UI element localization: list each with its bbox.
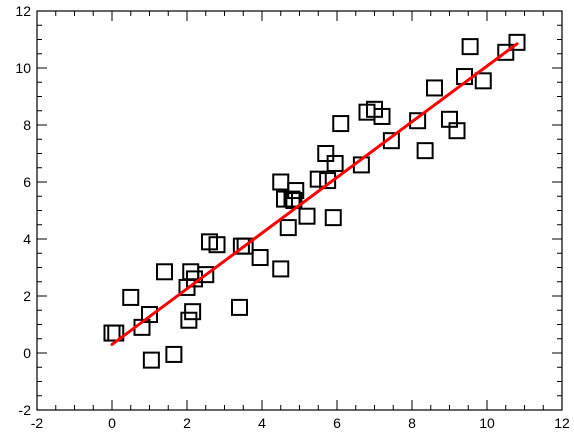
data-point [272, 260, 290, 278]
data-point [373, 107, 391, 125]
data-point [508, 33, 526, 51]
data-point [231, 298, 248, 316]
y-tick-label: 0 [23, 345, 31, 361]
data-point [426, 79, 443, 97]
data-point [142, 351, 160, 369]
x-tick-label: 6 [333, 415, 341, 431]
data-point [298, 207, 316, 225]
data-point [184, 303, 202, 321]
data-point [324, 209, 342, 227]
y-tick-label: 4 [23, 231, 31, 247]
data-point [165, 345, 183, 363]
y-tick-label: 10 [15, 60, 31, 76]
data-point [208, 236, 226, 254]
data-point [197, 266, 215, 284]
data-point [409, 112, 427, 130]
y-tick-label: 12 [15, 3, 31, 19]
data-point [236, 237, 254, 255]
data-point [317, 145, 335, 162]
data-point [497, 43, 515, 61]
data-point [156, 263, 173, 281]
y-tick-label: -2 [19, 402, 32, 418]
data-point [332, 115, 350, 133]
data-point [272, 173, 290, 191]
y-tick-label: 6 [23, 174, 31, 190]
x-tick-label: 4 [258, 415, 266, 431]
data-point [122, 288, 140, 306]
x-tick-label: -2 [31, 415, 44, 431]
data-point [309, 170, 327, 188]
data-point [448, 122, 466, 140]
data-point [287, 182, 305, 200]
x-tick-label: 2 [183, 415, 191, 431]
fit-line [110, 42, 519, 346]
y-tick-label: 2 [23, 288, 31, 304]
x-tick-label: 10 [479, 415, 495, 431]
axis-ticks [36, 10, 563, 411]
data-point [251, 249, 269, 267]
x-tick-label: 0 [108, 415, 116, 431]
x-tick-label: 8 [408, 415, 416, 431]
data-point [326, 154, 344, 172]
x-tick-label: 12 [554, 415, 570, 431]
data-point [474, 72, 492, 90]
tick-labels: -2 0 2 4 6 8 10 12 -2 0 2 4 6 8 10 12 [15, 3, 570, 431]
y-tick-label: 8 [23, 117, 31, 133]
data-point [382, 132, 400, 150]
data-points [103, 33, 526, 369]
data-point [103, 324, 121, 342]
data-point [279, 219, 297, 237]
data-point [283, 190, 301, 208]
data-point [180, 311, 198, 329]
data-point [416, 142, 434, 160]
fit-line-group [110, 42, 519, 346]
data-point [461, 38, 479, 56]
data-point [141, 306, 158, 324]
